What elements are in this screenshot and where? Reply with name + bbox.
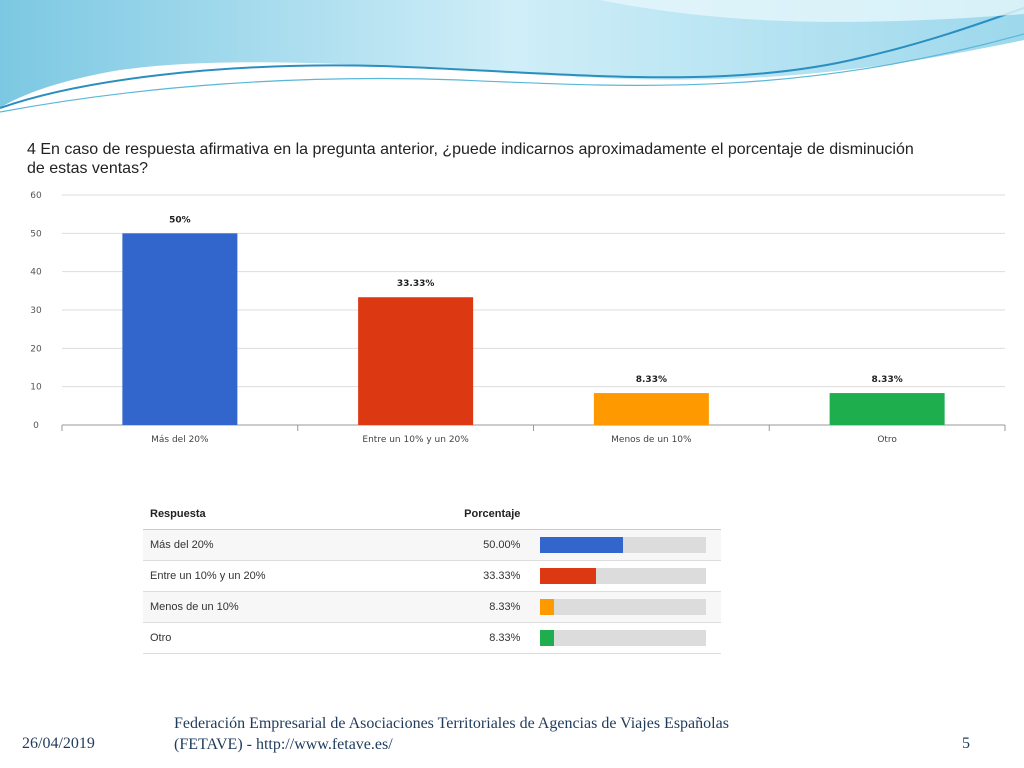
header-wave-decoration — [0, 0, 1024, 113]
footer-organization: Federación Empresarial de Asociaciones T… — [174, 713, 834, 755]
chart-panel: 0 10 20 30 40 50 60 50% Más del 20% 33.33% Entre u… — [20, 128, 1022, 454]
percentage-bar-fill — [540, 568, 596, 584]
table-row: Otro 8.33% — [143, 622, 721, 654]
footer-date: 26/04/2019 — [22, 735, 95, 752]
x-category-label: Más del 20% — [151, 435, 209, 445]
chart-question-title: 4 En caso de respuesta afirmativa en la … — [27, 141, 914, 177]
percentage-bar-fill — [540, 599, 555, 615]
table-row: Entre un 10% y un 20% 33.33% — [143, 560, 721, 592]
x-category-label: Entre un 10% y un 20% — [362, 435, 469, 445]
footer-page-number: 5 — [962, 735, 970, 752]
row-bar-cell — [527, 591, 721, 623]
table-row: Menos de un 10% 8.33% — [143, 591, 721, 623]
row-response: Otro — [143, 622, 435, 654]
row-percentage: 8.33% — [434, 622, 528, 654]
y-tick-label: 30 — [30, 306, 42, 316]
y-tick-label: 50 — [30, 229, 42, 239]
footer-organization-line2: (FETAVE) - http://www.fetave.es/ — [174, 736, 393, 753]
x-category-label: Otro — [877, 435, 897, 445]
bar — [829, 393, 945, 425]
bar — [593, 393, 709, 425]
percentage-bar-fill — [540, 630, 555, 646]
row-percentage: 33.33% — [434, 560, 528, 592]
y-tick-label: 20 — [30, 344, 42, 354]
bar-chart: 0 10 20 30 40 50 60 50% Más del 20% 33.33% Entre u… — [30, 191, 1006, 445]
percentage-bar-track — [540, 599, 707, 615]
row-percentage: 50.00% — [434, 529, 528, 561]
table-header-row: Respuesta Porcentaje — [143, 499, 721, 530]
bar — [122, 233, 238, 425]
header-response: Respuesta — [143, 499, 435, 530]
percentage-bar-track — [540, 568, 707, 584]
summary-table: Respuesta Porcentaje Más del 20% 50.00% … — [143, 499, 721, 654]
row-response: Menos de un 10% — [143, 591, 435, 623]
row-percentage: 8.33% — [434, 591, 528, 623]
y-tick-label: 40 — [30, 268, 42, 278]
percentage-bar-track — [540, 537, 707, 553]
percentage-bar-track — [540, 630, 707, 646]
header-percentage: Porcentaje — [434, 499, 528, 530]
footer-organization-line1: Federación Empresarial de Asociaciones T… — [174, 715, 729, 732]
row-response: Entre un 10% y un 20% — [143, 560, 435, 592]
data-label: 33.33% — [397, 279, 435, 289]
data-label: 8.33% — [636, 375, 667, 385]
y-tick-label: 0 — [33, 421, 39, 431]
data-label: 8.33% — [872, 375, 903, 385]
row-response: Más del 20% — [143, 529, 435, 561]
header-bar — [527, 499, 721, 530]
x-category-label: Menos de un 10% — [611, 435, 692, 445]
bar — [358, 297, 474, 425]
row-bar-cell — [527, 560, 721, 592]
row-bar-cell — [527, 529, 721, 561]
row-bar-cell — [527, 622, 721, 654]
y-tick-label: 10 — [30, 383, 42, 393]
data-label: 50% — [169, 215, 191, 225]
percentage-bar-fill — [540, 537, 624, 553]
table-row: Más del 20% 50.00% — [143, 529, 721, 561]
y-tick-label: 60 — [30, 191, 42, 201]
